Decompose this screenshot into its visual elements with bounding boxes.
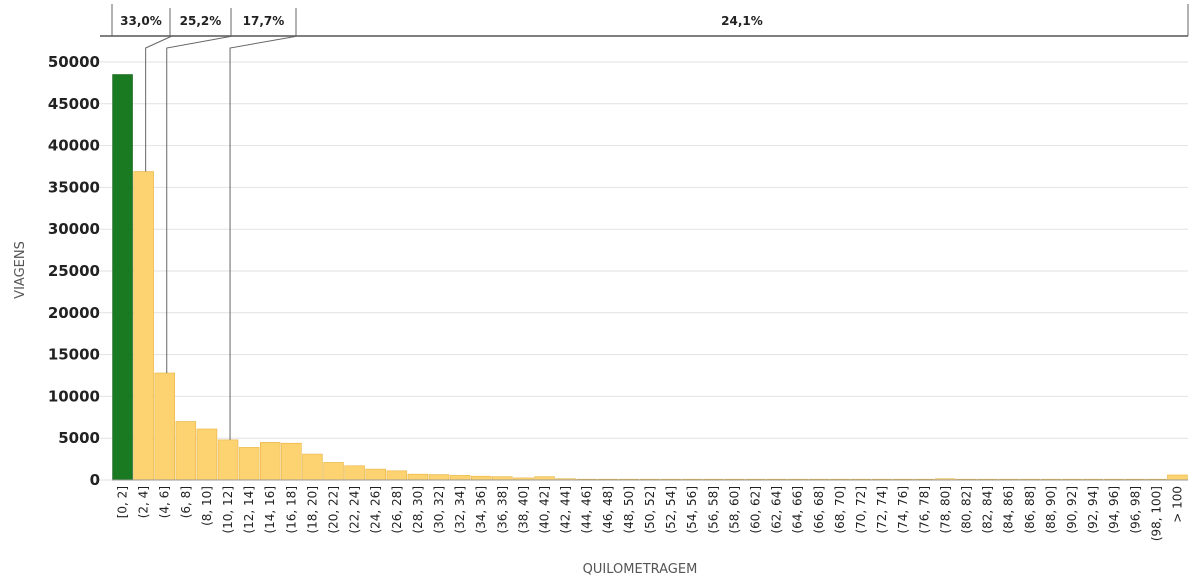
x-tick-label: (56, 58]	[706, 486, 720, 534]
y-tick-label: 20000	[48, 304, 100, 322]
x-tick-label: (2, 4]	[137, 486, 151, 518]
x-tick-label: (62, 64]	[770, 486, 784, 534]
grid-lines	[100, 61, 1188, 481]
bar	[534, 476, 555, 481]
x-tick-label: (70, 72]	[854, 486, 868, 534]
x-tick-label: (6, 8]	[179, 486, 193, 518]
y-tick-label: 45000	[48, 95, 100, 113]
y-tick-label: 30000	[48, 220, 100, 238]
x-tick-label: (90, 92]	[1065, 486, 1079, 534]
y-tick-label: 0	[90, 471, 100, 489]
x-tick-label: (84, 86]	[1002, 486, 1016, 534]
bar	[238, 447, 260, 481]
annotation-label: 25,2%	[180, 14, 222, 28]
annotation-label: 33,0%	[120, 14, 162, 28]
bar	[217, 439, 239, 481]
bar	[470, 475, 492, 481]
y-tick-label: 35000	[48, 178, 100, 196]
x-axis-label: QUILOMETRAGEM	[583, 562, 698, 577]
bar	[365, 468, 386, 481]
x-tick-label: (60, 62]	[748, 486, 762, 534]
bar	[492, 476, 513, 481]
x-tick-label: (28, 30]	[411, 486, 425, 534]
x-tick-label: (92, 94]	[1086, 486, 1100, 534]
x-tick-label: (46, 48]	[601, 486, 615, 534]
x-tick-label: [0, 2]	[116, 486, 130, 518]
x-tick-label: (96, 98]	[1128, 486, 1142, 534]
bars	[112, 74, 1188, 481]
x-tick-label: (66, 68]	[812, 486, 826, 534]
x-tick-label: (12, 14]	[242, 486, 256, 534]
x-tick-label: (50, 52]	[643, 486, 657, 534]
x-tick-label: (20, 22]	[327, 486, 341, 534]
y-tick-label: 50000	[48, 53, 100, 71]
bar	[281, 442, 302, 481]
y-tick-label: 10000	[48, 387, 100, 405]
x-tick-label: (44, 46]	[580, 486, 594, 534]
x-tick-label: (64, 66]	[791, 486, 805, 534]
x-tick-label: (22, 24]	[348, 486, 362, 534]
bar	[175, 421, 197, 481]
x-tick-label: (58, 60]	[727, 486, 741, 534]
x-tick-label: (42, 44]	[559, 486, 573, 534]
bar	[449, 475, 471, 481]
x-tick-label: (38, 40]	[516, 486, 530, 534]
x-tick-label: (88, 90]	[1044, 486, 1058, 534]
x-tick-label: (80, 82]	[959, 486, 973, 534]
annotation-leader-line	[229, 35, 299, 440]
x-tick-label: (34, 36]	[474, 486, 488, 534]
bar	[112, 74, 133, 481]
x-tick-label: (72, 74]	[875, 486, 889, 534]
x-tick-label: (26, 28]	[390, 486, 404, 534]
annotation-leader-line	[145, 35, 173, 172]
annotation-label: 17,7%	[243, 14, 285, 28]
percentage-annotations: 33,0% 25,2% 17,7% 24,1%	[120, 8, 763, 440]
bar	[323, 462, 344, 481]
bar	[196, 428, 218, 481]
x-tick-label: (76, 78]	[917, 486, 931, 534]
x-tick-label: (86, 88]	[1023, 486, 1037, 534]
x-tick-label: (74, 76]	[896, 486, 910, 534]
x-tick-label: (30, 32]	[432, 486, 446, 534]
bar	[154, 372, 175, 481]
x-tick-label: (98, 100]	[1149, 486, 1163, 541]
bar	[259, 442, 281, 481]
x-tick-label: (54, 56]	[685, 486, 699, 534]
bar	[386, 470, 408, 481]
x-tick-label: (94, 96]	[1107, 486, 1121, 534]
x-tick-label: (24, 26]	[369, 486, 383, 534]
bar	[344, 465, 365, 481]
y-tick-label: 5000	[58, 429, 100, 447]
x-tick-label: (36, 38]	[495, 486, 509, 534]
y-axis-label: VIAGENS	[13, 241, 28, 299]
x-tick-label: (4, 6]	[158, 486, 172, 518]
bar	[133, 171, 154, 481]
x-tick-label: (48, 50]	[622, 486, 636, 534]
x-tick-label: (32, 34]	[453, 486, 467, 534]
x-tick-label: (10, 12]	[221, 486, 235, 534]
annotation-label: 24,1%	[721, 14, 763, 28]
y-tick-label: 40000	[48, 137, 100, 155]
x-tick-label: (18, 20]	[305, 486, 319, 534]
axes	[100, 4, 1189, 481]
x-tick-label: (52, 54]	[664, 486, 678, 534]
annotation-leader-line	[166, 35, 234, 373]
x-tick-label: > 100	[1170, 486, 1184, 523]
x-tick-labels: [0, 2] (2, 4] (4, 6] (6, 8] (8, 10] (10, 12] (…	[116, 486, 1185, 541]
x-tick-label: (16, 18]	[284, 486, 298, 534]
x-tick-label: (8, 10]	[200, 486, 214, 526]
bar	[407, 473, 429, 481]
x-tick-label: (68, 70]	[833, 486, 847, 534]
bar	[428, 474, 450, 481]
y-tick-labels: 0 5000 10000 15000 20000 25000 30000 35000 40000…	[48, 53, 100, 489]
x-tick-label: (40, 42]	[538, 486, 552, 534]
x-tick-label: (78, 80]	[938, 486, 952, 534]
bar	[302, 453, 323, 481]
x-tick-label: (82, 84]	[981, 486, 995, 534]
y-tick-label: 25000	[48, 262, 100, 280]
x-tick-label: (14, 16]	[263, 486, 277, 534]
bar	[1167, 474, 1188, 481]
y-tick-label: 15000	[48, 346, 100, 364]
